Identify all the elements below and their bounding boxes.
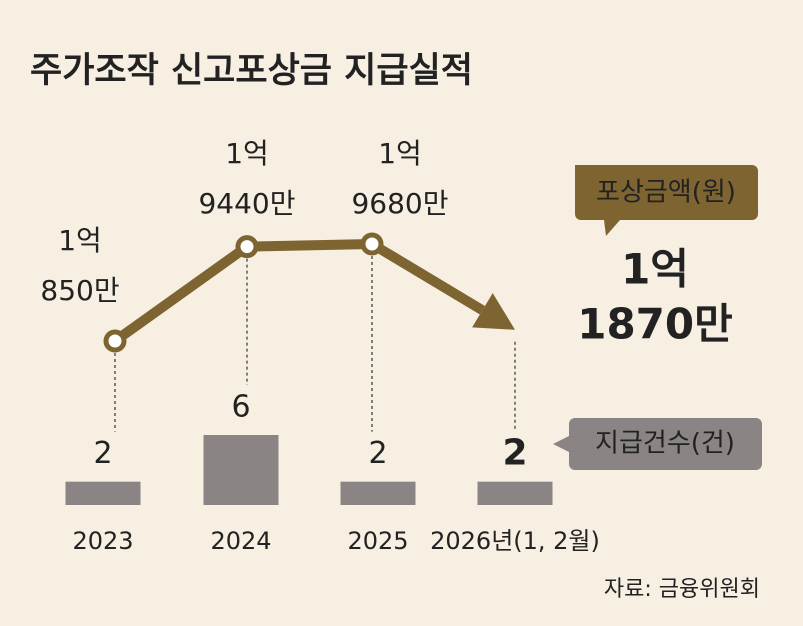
line-value-label: 1억 [58,224,102,257]
bar [340,481,416,505]
x-tick-label: 2025 [347,527,408,555]
highlight-value-label: 1870만 [577,300,733,349]
line [112,239,485,346]
x-tick-label: 2023 [72,527,133,555]
x-tick-label: 2024 [210,527,271,555]
line-value-label: 9440만 [198,187,295,220]
arrow-head [472,293,515,330]
line-value-label: 850만 [40,274,119,307]
bar [203,435,279,505]
legend-label: 지급건수(건) [595,429,735,459]
x-tick-label: 2026년(1, 2월) [430,527,600,555]
bar-value-label: 2 [502,433,527,474]
bar-value-label: 2 [93,436,112,471]
line-point [235,235,259,259]
source: 자료: 금융위원회 [604,577,760,602]
bar-value-label: 6 [231,390,250,425]
line-value-label: 9680만 [351,187,448,220]
legend-box [553,418,762,470]
line-value-label: 1억 [225,137,269,170]
line-value-label: 1억 [378,137,422,170]
legend-label: 포상금액(원) [596,178,736,208]
legend-box [575,165,758,236]
chart-title: 주가조작 신고포상금 지급실적 [30,51,473,91]
line-point [360,232,384,256]
line-point [103,329,127,353]
highlight-value-label: 1억 [621,245,689,294]
bar-value-label: 2 [368,436,387,471]
bar [65,481,141,505]
bar [477,481,553,505]
